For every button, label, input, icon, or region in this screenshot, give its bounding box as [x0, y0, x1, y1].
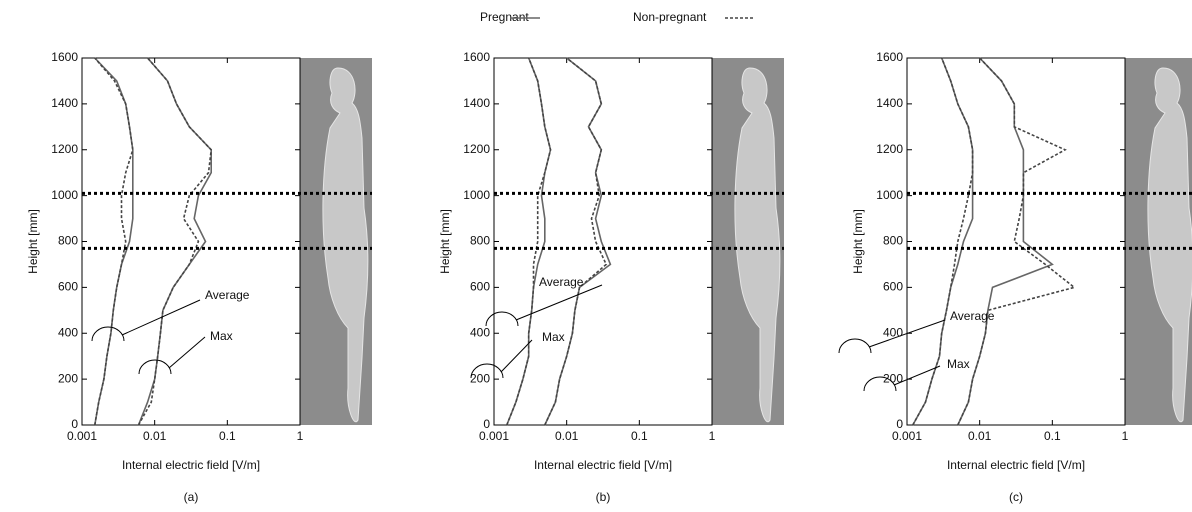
max-line	[137, 57, 213, 426]
annotation-leader	[500, 339, 533, 373]
plot-area	[493, 57, 713, 426]
y-tick-label: 1200	[51, 142, 78, 156]
x-tick-label: 1	[709, 429, 716, 443]
y-tick-label: 600	[58, 280, 78, 294]
annotation-bracket	[838, 338, 872, 354]
y-tick-label: 1000	[51, 188, 78, 202]
body-image	[734, 67, 781, 423]
x-tick-label: 0.01	[968, 429, 992, 443]
subplot-label: (b)	[596, 490, 611, 504]
average-line	[94, 57, 134, 426]
y-tick-label: 200	[883, 371, 903, 385]
annotation-bracket	[138, 359, 172, 375]
body-image	[322, 67, 369, 423]
x-axis-label: Internal electric field [V/m]	[534, 458, 672, 472]
y-tick-label: 200	[58, 371, 78, 385]
y-tick-label: 0	[483, 417, 490, 431]
y-tick-label: 1400	[876, 96, 903, 110]
max-line	[544, 57, 608, 426]
y-tick-label: 800	[470, 234, 490, 248]
body-silhouette	[1147, 67, 1192, 423]
annotation-leader	[168, 336, 206, 369]
y-tick-label: 1600	[876, 50, 903, 64]
annotation-leader	[868, 319, 946, 348]
annotation: Max	[210, 329, 233, 343]
y-tick-label: 1400	[463, 96, 490, 110]
plot-area	[81, 57, 301, 426]
x-tick-label: 0.1	[219, 429, 236, 443]
y-axis-label: Height [mm]	[438, 209, 452, 274]
x-tick-label: 0.001	[479, 429, 509, 443]
plot-area	[906, 57, 1126, 426]
y-tick-label: 0	[896, 417, 903, 431]
annotation-leader	[515, 284, 603, 321]
x-tick-label: 0.1	[631, 429, 648, 443]
annotation: Max	[542, 330, 565, 344]
annotation: Average	[205, 288, 250, 302]
annotation: Max	[947, 357, 970, 371]
y-tick-label: 800	[58, 234, 78, 248]
y-tick-label: 1000	[876, 188, 903, 202]
y-tick-label: 400	[883, 325, 903, 339]
x-tick-label: 0.001	[892, 429, 922, 443]
x-tick-label: 0.1	[1044, 429, 1061, 443]
y-tick-label: 1600	[463, 50, 490, 64]
average-line	[506, 57, 552, 426]
x-tick-label: 1	[1122, 429, 1129, 443]
y-tick-label: 1600	[51, 50, 78, 64]
body-silhouette	[734, 67, 781, 423]
y-tick-label: 400	[470, 325, 490, 339]
annotation: Average	[950, 309, 995, 323]
x-axis-label: Internal electric field [V/m]	[122, 458, 260, 472]
x-tick-label: 0.01	[143, 429, 167, 443]
annotation: Average	[539, 275, 584, 289]
annotation-bracket	[863, 376, 897, 392]
y-tick-label: 1200	[876, 142, 903, 156]
y-tick-label: 600	[883, 280, 903, 294]
legend-label: Non-pregnant	[633, 10, 707, 24]
y-tick-label: 800	[883, 234, 903, 248]
annotation-bracket	[470, 363, 504, 379]
y-axis-label: Height [mm]	[26, 209, 40, 274]
y-tick-label: 400	[58, 325, 78, 339]
y-tick-label: 1000	[463, 188, 490, 202]
y-tick-label: 600	[470, 280, 490, 294]
max-line	[957, 57, 1054, 426]
y-tick-label: 1200	[463, 142, 490, 156]
y-tick-label: 1400	[51, 96, 78, 110]
y-axis-label: Height [mm]	[851, 209, 865, 274]
annotation-bracket	[91, 326, 125, 342]
annotation-leader	[893, 365, 941, 386]
x-axis-label: Internal electric field [V/m]	[947, 458, 1085, 472]
average-line	[912, 57, 974, 426]
y-tick-label: 0	[71, 417, 78, 431]
x-tick-label: 1	[297, 429, 304, 443]
body-silhouette	[322, 67, 369, 423]
annotation-bracket	[485, 311, 519, 327]
y-tick-label: 200	[470, 371, 490, 385]
legend-label: Pregnant	[480, 10, 529, 24]
x-tick-label: 0.001	[67, 429, 97, 443]
subplot-label: (c)	[1009, 490, 1023, 504]
x-tick-label: 0.01	[555, 429, 579, 443]
body-image	[1147, 67, 1192, 423]
annotation-leader	[121, 299, 201, 336]
subplot-label: (a)	[184, 490, 199, 504]
